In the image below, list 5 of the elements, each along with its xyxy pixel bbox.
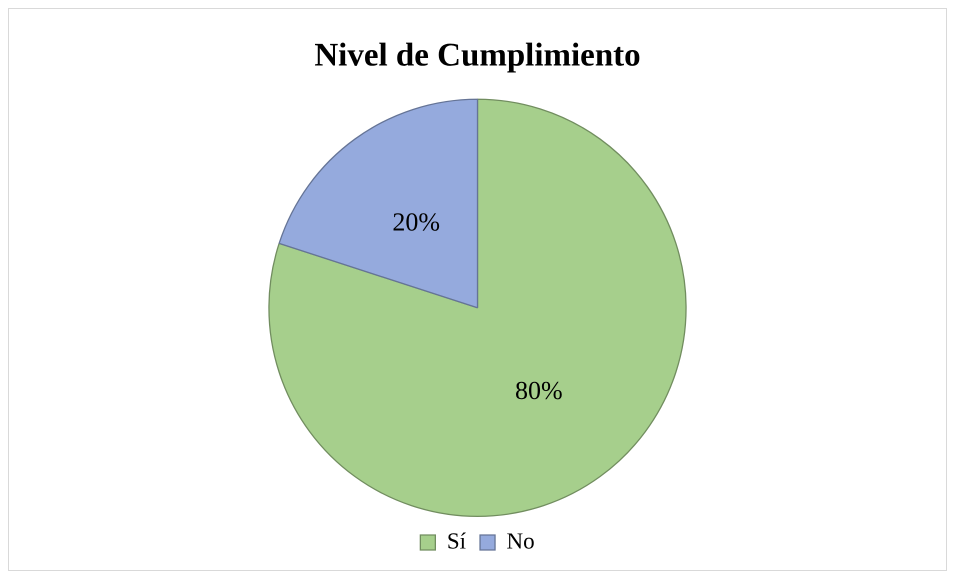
chart-title: Nivel de Cumplimiento	[314, 37, 641, 74]
data-label: 80%	[514, 376, 563, 405]
data-label: 20%	[392, 207, 440, 236]
legend-label: Sí	[446, 528, 467, 554]
legend-label: No	[506, 528, 535, 554]
